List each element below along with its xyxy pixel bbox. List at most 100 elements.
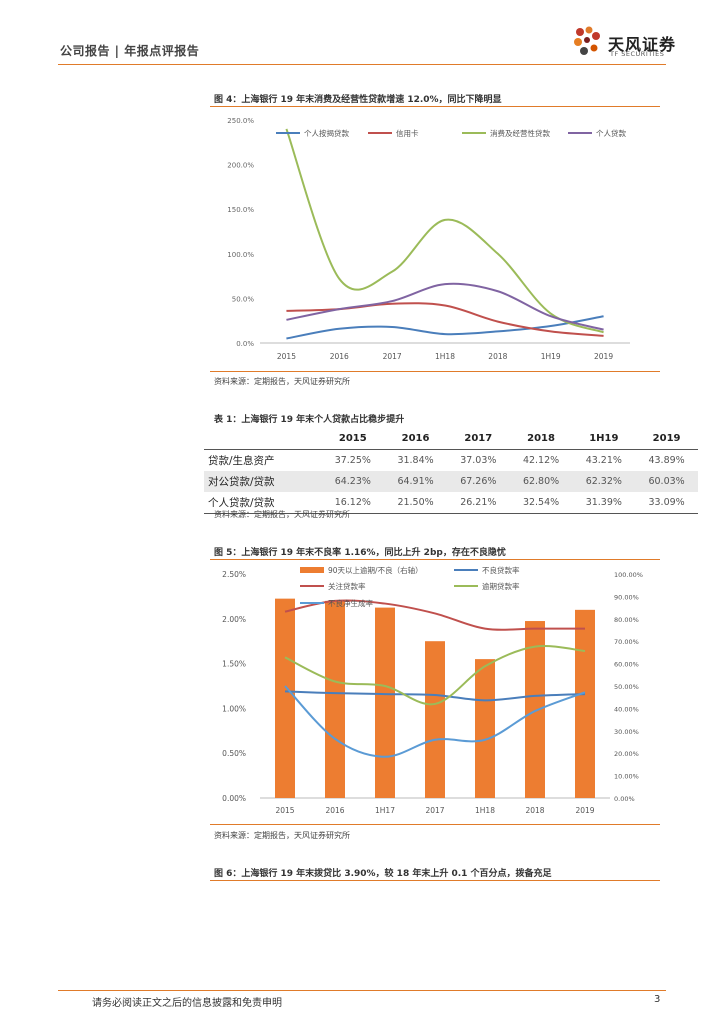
x-tick-label: 2016 [330,352,349,361]
table-header-cell: 2015 [321,428,385,450]
table-header-row: 2015 2016 2017 2018 1H19 2019 [204,428,698,450]
bar [575,609,595,798]
x-tick-label: 1H18 [475,806,495,815]
table-header-cell: 2018 [509,428,573,450]
legend-label: 信用卡 [396,128,419,138]
logo-petal [576,28,584,36]
y-left-tick-label: 0.50% [222,749,246,758]
bar [275,598,295,798]
y-right-tick-label: 40.00% [614,705,639,713]
legend-label: 个人贷款 [596,128,626,138]
legend-label: 逾期贷款率 [482,581,520,591]
legend-label: 90天以上逾期/不良（右轴） [328,565,423,575]
table-cell: 62.32% [572,471,636,492]
fig6-caption-divider [210,880,660,881]
row-label: 对公贷款/贷款 [204,471,322,492]
y-right-tick-label: 60.00% [614,661,639,669]
logo-petal [585,26,593,34]
legend-label: 个人按揭贷款 [304,128,349,138]
table-header-cell: 2016 [384,428,447,450]
tf-securities-logo [574,26,600,55]
table-cell: 43.89% [648,455,685,466]
table-cell: 32.54% [509,492,573,514]
y-right-tick-label: 0.00% [614,795,635,803]
x-tick-label: 2018 [525,806,544,815]
fig4-caption: 图 4：上海银行 19 年末消费及经营性贷款增速 12.0%，同比下降明显 [214,95,502,105]
x-tick-label: 2017 [425,806,444,815]
y-left-tick-label: 1.00% [222,704,246,713]
x-tick-label: 2019 [594,352,613,361]
table-header-cell: 2019 [635,428,698,450]
footer-divider [58,990,666,991]
header-divider [58,64,666,65]
legend-label: 不良净生成率 [328,598,373,608]
y-right-tick-label: 20.00% [614,750,639,758]
bar [425,641,445,798]
fig5-caption: 图 5：上海银行 19 年末不良率 1.16%，同比上升 2bp，存在不良隐忧 [214,548,506,558]
table-header-cell: 1H19 [572,428,636,450]
bar [325,600,345,798]
table-cell: 37.25% [334,455,371,466]
row-label: 贷款/生息资产 [208,455,275,467]
table1-caption: 表 1：上海银行 19 年末个人贷款占比稳步提升 [214,415,405,425]
legend-swatch [300,567,324,573]
table-cell: 21.50% [384,492,447,514]
fig4-caption-divider [210,106,660,107]
series-line [286,315,604,340]
fig4-source: 资料来源：定期报告，天风证券研究所 [214,377,350,386]
y-left-tick-label: 2.50% [222,570,246,579]
y-left-tick-label: 2.00% [222,615,246,624]
x-tick-label: 2015 [275,806,294,815]
table-cell: 26.21% [446,492,510,514]
y-right-tick-label: 80.00% [614,616,639,624]
y-right-tick-label: 30.00% [614,728,639,736]
y-left-tick-label: 1.50% [222,660,246,669]
table-cell: 31.84% [397,455,434,466]
y-tick-label: 50.0% [232,295,255,303]
y-right-tick-label: 70.00% [614,638,639,646]
table-cell: 42.12% [522,455,560,466]
table-header-cell: 2017 [446,428,510,450]
x-tick-label: 1H17 [375,806,395,815]
logo-petal [580,47,588,55]
table1-source: 资料来源：定期报告，天风证券研究所 [214,510,350,519]
x-tick-label: 2016 [325,806,344,815]
series-line [286,302,604,337]
series-line [285,128,604,334]
legend-label: 关注贷款率 [328,581,366,591]
fig5-source: 资料来源：定期报告，天风证券研究所 [214,831,350,840]
disclaimer-footer: 请务必阅读正文之后的信息披露和免责申明 [92,998,282,1009]
fig4-bottom-divider [210,371,660,372]
logo-petal [590,44,598,52]
row-label: 个人贷款/贷款 [204,492,322,514]
x-tick-label: 2018 [488,352,507,361]
bar [525,621,545,798]
bar [475,659,495,798]
legend-label: 消费及经营性贷款 [490,128,550,138]
logo-petal [584,37,590,43]
logo-text-cn: 天风证券 [608,35,677,54]
y-right-tick-label: 90.00% [614,593,639,601]
bar [375,607,395,798]
series-line [286,282,604,331]
loan-structure-table: 2015 2016 2017 2018 1H19 2019 贷款/生息资产 37… [204,428,698,514]
table-cell: 62.80% [509,471,573,492]
page-number: 3 [654,994,661,1005]
fig5-caption-divider [210,559,660,560]
y-tick-label: 150.0% [227,206,254,214]
logo-petal [592,32,600,40]
table-cell: 67.26% [446,471,510,492]
y-right-tick-label: 10.00% [614,773,639,781]
fig4-line-chart: 0.0% 50.0% 100.0% 150.0% 200.0% 250.0% 2015 201… [227,117,630,361]
table-cell: 64.23% [321,471,385,492]
x-tick-label: 2015 [277,352,296,361]
table-cell: 64.91% [384,471,447,492]
x-tick-label: 1H19 [541,352,561,361]
table-header-cell [204,428,322,450]
table-cell: 31.39% [572,492,636,514]
y-tick-label: 200.0% [227,162,254,170]
y-right-tick-label: 50.00% [614,683,639,691]
x-tick-label: 2017 [383,352,402,361]
y-tick-label: 250.0% [227,117,254,125]
y-left-tick-label: 0.00% [222,794,246,803]
